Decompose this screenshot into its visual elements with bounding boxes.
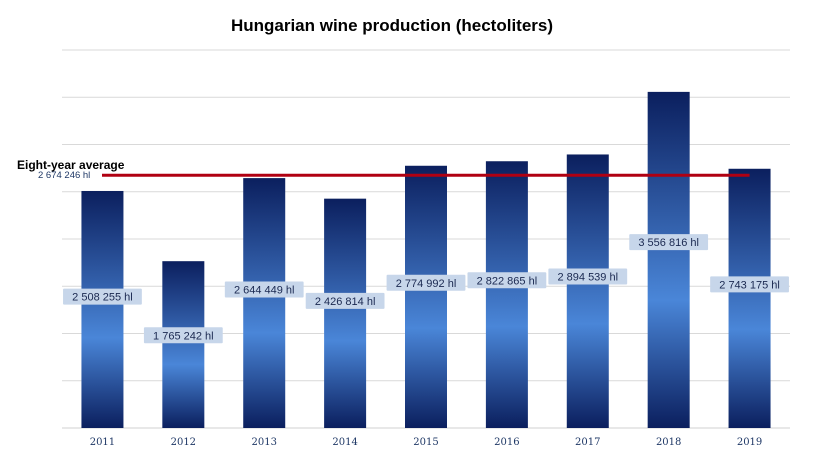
data-label-2011: 2 508 255 hl <box>72 292 133 304</box>
data-label-2019: 2 743 175 hl <box>719 279 780 291</box>
chart-title: Hungarian wine production (hectoliters) <box>231 16 553 35</box>
data-label-2013: 2 644 449 hl <box>234 285 295 297</box>
data-label-box-2017 <box>548 268 628 285</box>
x-tick-label-2014: 2014 <box>332 437 357 448</box>
data-label-box-2012 <box>143 327 223 344</box>
data-label-2015: 2 774 992 hl <box>396 278 457 290</box>
data-labels: 2 508 255 hl 1 765 242 hl 2 644 449 hl 2 42… <box>63 234 789 344</box>
data-label-box-2015 <box>386 274 466 291</box>
x-axis-ticks: 2011 2012 2013 2014 2015 2016 2017 2018 2019 <box>90 437 763 448</box>
data-label-box-2016 <box>467 272 547 289</box>
bar-2011 <box>81 190 124 428</box>
average-line-group: Eight-year average 2 674 246 hl <box>17 158 750 181</box>
x-tick-label-2015: 2015 <box>413 437 438 448</box>
bar-2014 <box>324 198 367 428</box>
x-tick-label-2016: 2016 <box>494 437 519 448</box>
data-label-box-2018 <box>629 234 709 251</box>
data-label-box-2011 <box>63 288 142 305</box>
x-tick-label-2013: 2013 <box>251 437 276 448</box>
data-label-box-2013 <box>224 281 304 298</box>
average-line-value: 2 674 246 hl <box>38 170 90 181</box>
bar-2017 <box>566 154 609 428</box>
bar-2018 <box>647 91 690 428</box>
x-tick-label-2011: 2011 <box>90 437 115 448</box>
bar-2015 <box>405 165 447 429</box>
data-label-box-2019 <box>710 276 789 293</box>
bar-2012 <box>162 261 205 428</box>
data-label-2014: 2 426 814 hl <box>315 296 376 308</box>
x-tick-label-2012: 2012 <box>171 437 196 448</box>
x-tick-label-2019: 2019 <box>737 437 762 448</box>
data-label-2018: 3 556 816 hl <box>638 237 699 249</box>
bar-2013 <box>243 178 286 428</box>
data-label-2012: 1 765 242 hl <box>153 330 214 342</box>
average-line-title: Eight-year average <box>17 158 125 172</box>
bars <box>81 91 771 429</box>
bar-2016 <box>485 161 528 428</box>
data-label-box-2014 <box>305 292 385 309</box>
x-tick-label-2018: 2018 <box>656 437 681 448</box>
data-label-2017: 2 894 539 hl <box>557 272 618 284</box>
bar-2019 <box>728 168 771 428</box>
data-label-2016: 2 822 865 hl <box>477 275 538 287</box>
x-tick-label-2017: 2017 <box>575 437 600 448</box>
